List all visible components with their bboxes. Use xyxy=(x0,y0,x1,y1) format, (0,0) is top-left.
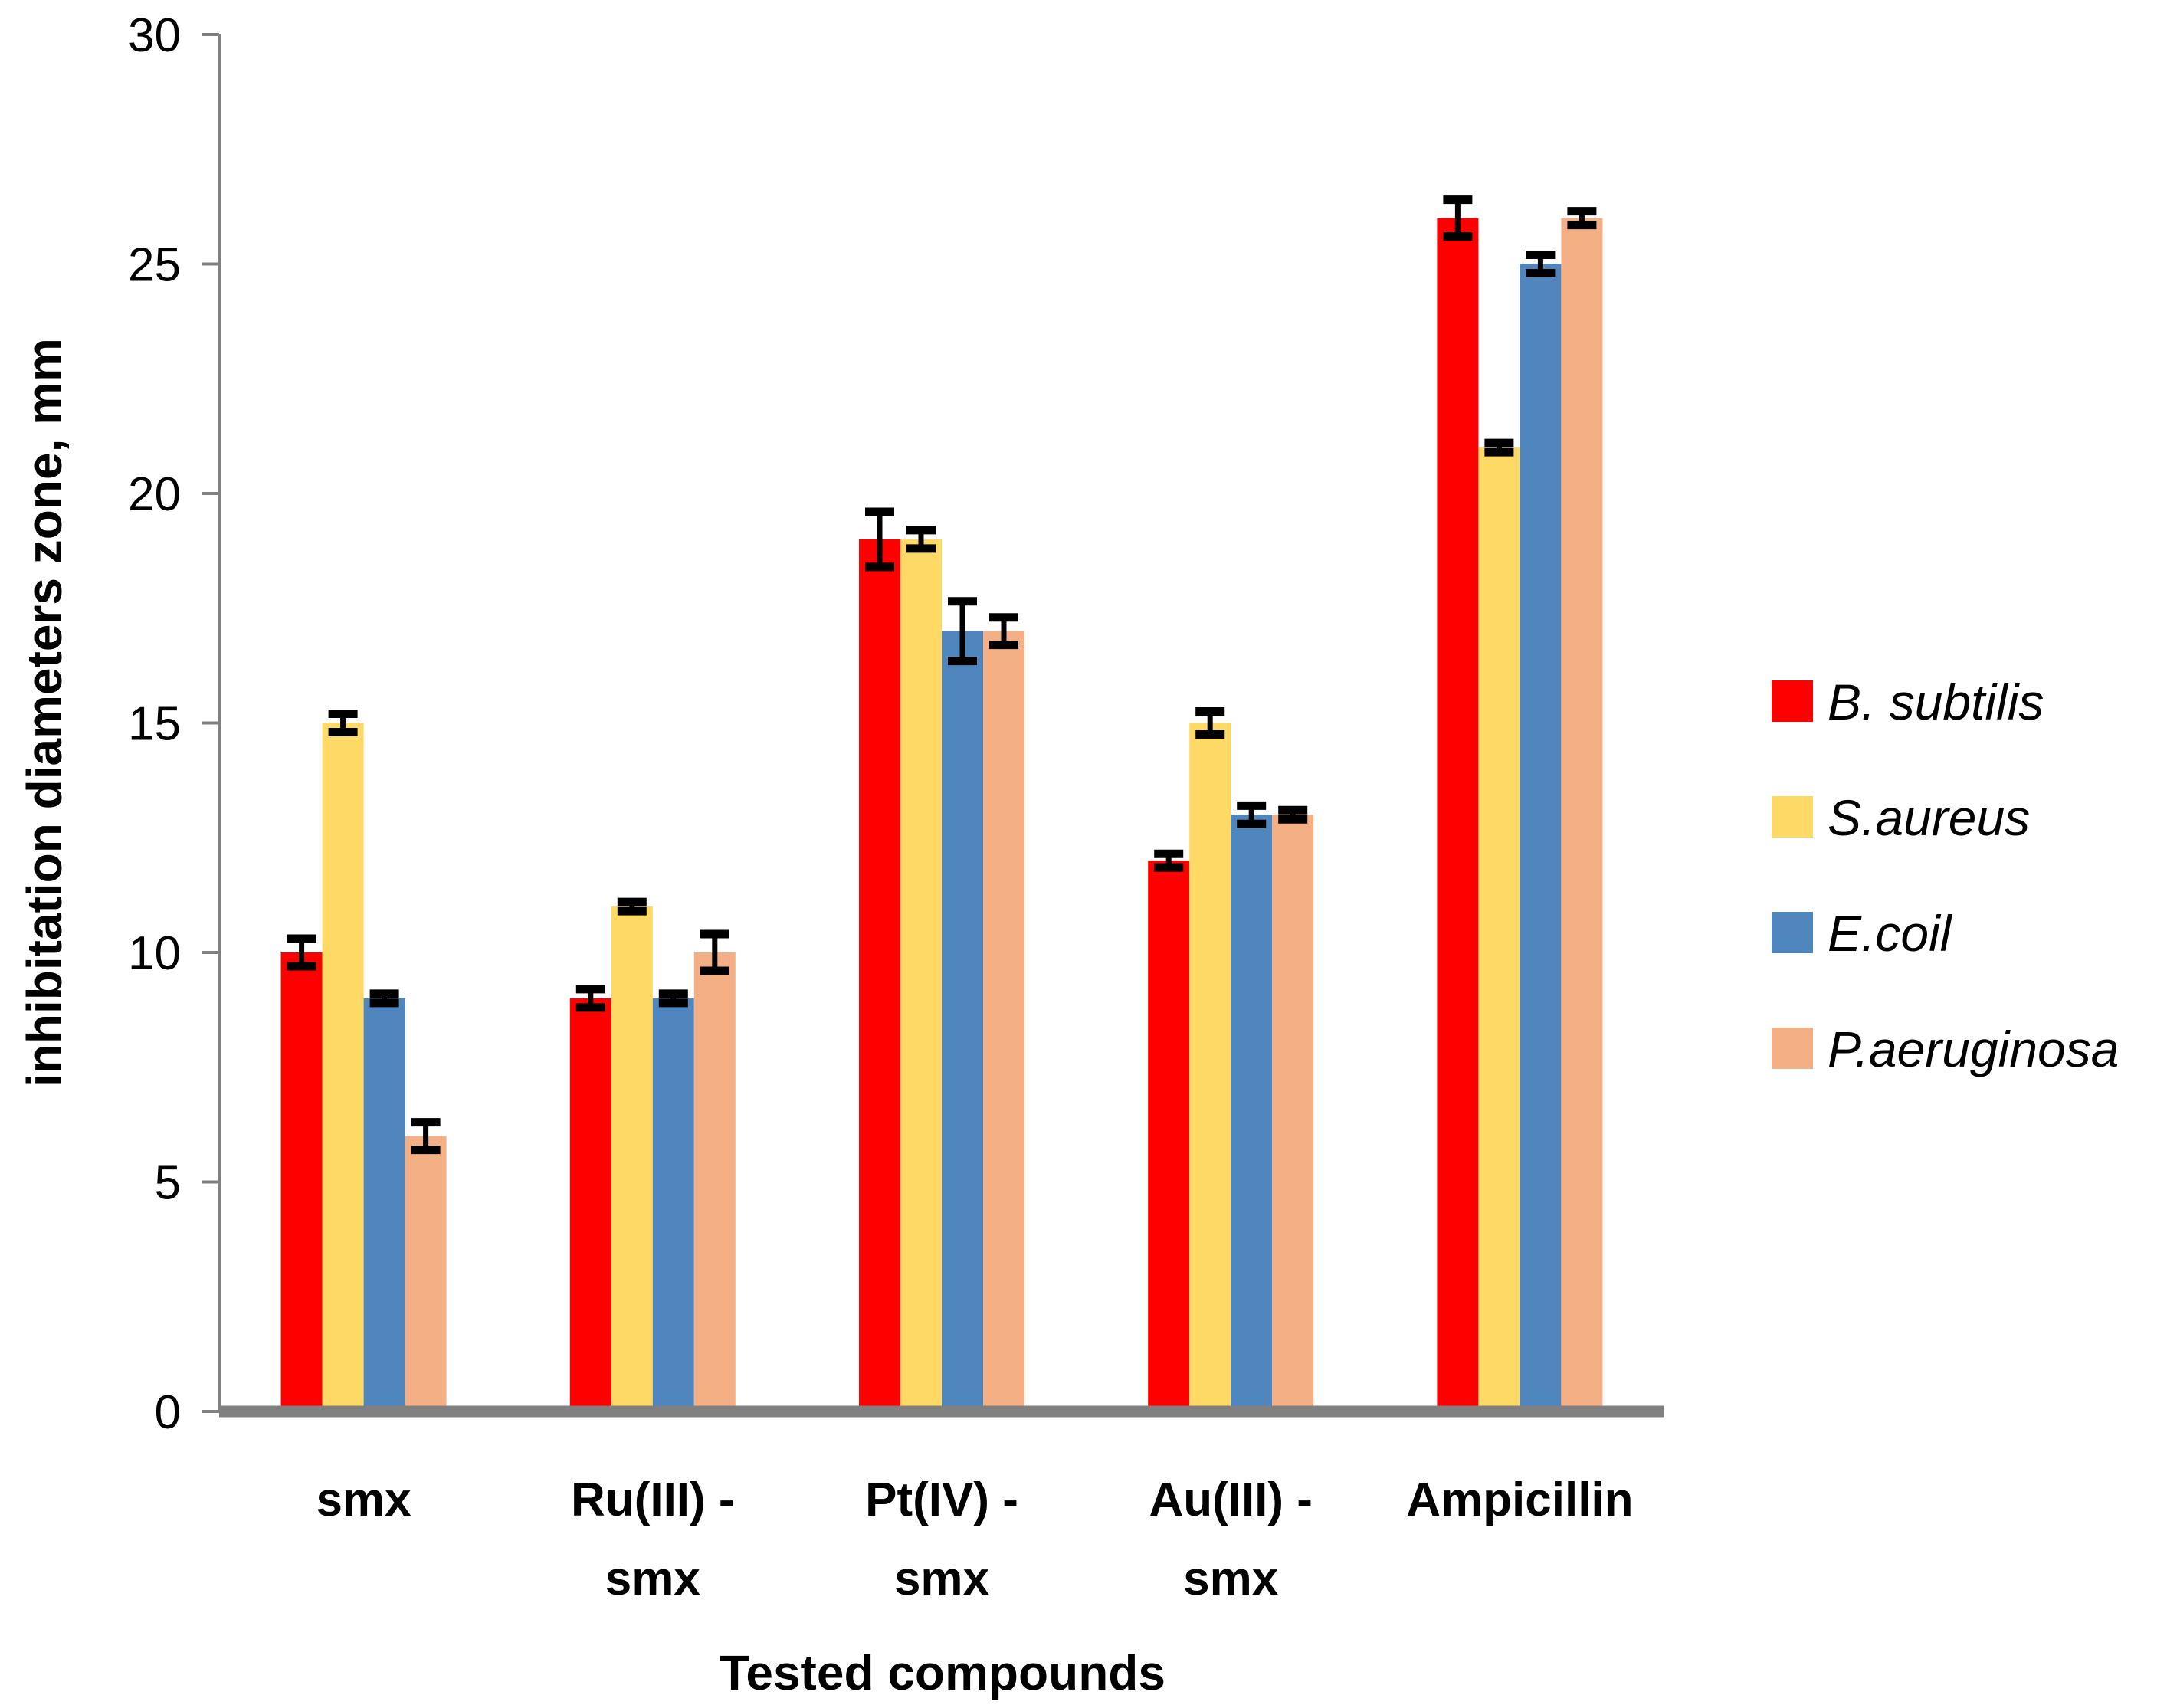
error-bar-e-coil-1 xyxy=(658,989,688,1008)
error-bar-p-aeruginosa-4 xyxy=(1567,207,1597,230)
error-bar-b-subtilis-4 xyxy=(1443,195,1473,241)
error-bar-s-aureus-4 xyxy=(1484,438,1514,457)
error-bar-e-coil-4 xyxy=(1526,251,1556,277)
category-label: Pt(IV) - xyxy=(865,1474,1018,1526)
bar-e-coil-0 xyxy=(363,998,405,1411)
legend-item-s-aureus: S.aureus xyxy=(1772,789,2030,846)
y-tick-label: 5 xyxy=(155,1157,181,1210)
x-axis-title: Tested compounds xyxy=(720,1645,1165,1700)
bar-s-aureus-0 xyxy=(322,723,364,1411)
error-bar-b-subtilis-2 xyxy=(865,507,894,572)
bar-e-coil-2 xyxy=(942,631,983,1411)
error-bar-s-aureus-0 xyxy=(328,710,358,736)
error-bar-p-aeruginosa-1 xyxy=(700,929,729,975)
bar-b-subtilis-0 xyxy=(280,952,323,1411)
bar-s-aureus-4 xyxy=(1478,447,1520,1411)
category-label: smx xyxy=(316,1474,412,1526)
y-tick-label: 0 xyxy=(155,1386,181,1439)
legend-item-b-subtilis: B. subtilis xyxy=(1772,674,2044,730)
bar-p-aeruginosa-2 xyxy=(983,631,1024,1411)
error-bar-e-coil-0 xyxy=(369,989,399,1008)
y-tick-label: 15 xyxy=(128,698,181,751)
bar-p-aeruginosa-3 xyxy=(1272,815,1314,1411)
y-axis-title: inhibitation diameters zone, mm xyxy=(17,338,72,1087)
bar-b-subtilis-1 xyxy=(569,998,611,1411)
legend-swatch xyxy=(1772,680,1813,722)
axes-layer xyxy=(202,33,1664,1418)
labels-layer: 0 5 10 15 20 25 30 smx Ru(III) - smx Pt(IV) - smx Au… xyxy=(128,9,1634,1605)
error-bar-e-coil-3 xyxy=(1237,801,1267,828)
error-bars-layer xyxy=(287,195,1597,1155)
error-bar-p-aeruginosa-3 xyxy=(1278,805,1308,824)
category-label: Ampicillin xyxy=(1406,1474,1633,1526)
bar-e-coil-4 xyxy=(1520,264,1562,1411)
error-bar-p-aeruginosa-0 xyxy=(411,1118,441,1155)
error-bar-b-subtilis-1 xyxy=(575,985,605,1012)
category-label: smx xyxy=(1183,1552,1279,1605)
legend-item-e-coil: E.coil xyxy=(1772,905,1953,962)
y-tick-label: 20 xyxy=(128,468,181,521)
error-bar-b-subtilis-0 xyxy=(287,934,316,971)
error-bar-s-aureus-2 xyxy=(906,526,936,553)
error-bar-s-aureus-1 xyxy=(617,897,647,916)
legend-swatch xyxy=(1772,1028,1813,1069)
category-label: Ru(III) - xyxy=(571,1474,735,1526)
legend: B. subtilis S.aureus E.coil P.aeruginosa xyxy=(1772,674,2119,1077)
legend-label: B. subtilis xyxy=(1828,674,2044,730)
bar-e-coil-3 xyxy=(1231,815,1273,1411)
bar-e-coil-1 xyxy=(652,998,694,1411)
y-tick-label: 25 xyxy=(128,239,181,292)
y-tick-label: 10 xyxy=(128,927,181,980)
legend-label: S.aureus xyxy=(1828,789,2030,846)
bar-b-subtilis-3 xyxy=(1148,861,1190,1411)
legend-label: E.coil xyxy=(1828,905,1953,962)
bar-s-aureus-3 xyxy=(1189,723,1231,1411)
error-bar-e-coil-2 xyxy=(948,597,977,666)
error-bar-b-subtilis-3 xyxy=(1154,849,1184,872)
bars-layer xyxy=(280,218,1603,1412)
bar-p-aeruginosa-1 xyxy=(693,952,736,1411)
bar-p-aeruginosa-0 xyxy=(405,1136,447,1411)
error-bar-s-aureus-3 xyxy=(1195,707,1225,739)
category-label: smx xyxy=(605,1552,701,1605)
legend-item-p-aeruginosa: P.aeruginosa xyxy=(1772,1021,2119,1077)
legend-swatch xyxy=(1772,796,1813,838)
category-label: Au(III) - xyxy=(1149,1474,1313,1526)
bar-s-aureus-1 xyxy=(611,906,653,1411)
bar-p-aeruginosa-4 xyxy=(1561,218,1603,1412)
bar-b-subtilis-2 xyxy=(859,539,900,1411)
legend-label: P.aeruginosa xyxy=(1828,1021,2119,1077)
error-bar-p-aeruginosa-2 xyxy=(989,613,1018,650)
legend-swatch xyxy=(1772,912,1813,953)
category-label: smx xyxy=(894,1552,990,1605)
bar-s-aureus-2 xyxy=(900,539,942,1411)
bar-b-subtilis-4 xyxy=(1437,218,1479,1412)
y-tick-label: 30 xyxy=(128,9,181,62)
